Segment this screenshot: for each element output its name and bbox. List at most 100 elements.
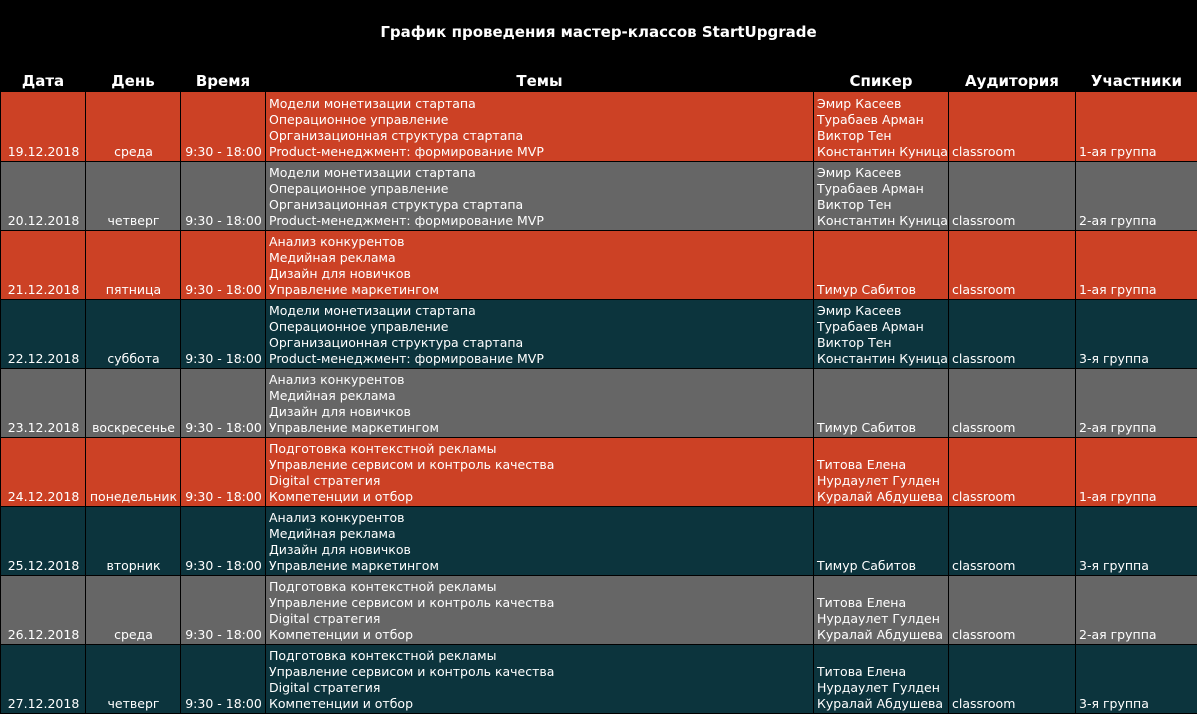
- topic: Дизайн для новичков: [269, 404, 811, 420]
- topic: Product-менеджмент: формирование MVP: [269, 213, 811, 229]
- column-header: Дата: [1, 62, 86, 92]
- audience: classroom: [949, 92, 1076, 161]
- audience: classroom: [949, 437, 1076, 506]
- group: 2-ая группа: [1076, 161, 1197, 230]
- time: 9:30 - 18:00: [181, 575, 266, 644]
- topic: Digital стратегия: [269, 473, 811, 489]
- speaker: Виктор Тен: [817, 335, 946, 351]
- topic: Организационная структура стартапа: [269, 197, 811, 213]
- day: четверг: [86, 644, 181, 713]
- speaker: Тимур Сабитов: [817, 420, 946, 436]
- speaker: Виктор Тен: [817, 128, 946, 144]
- topic: Организационная структура стартапа: [269, 128, 811, 144]
- date: 21.12.2018: [1, 230, 86, 299]
- day: среда: [86, 92, 181, 161]
- group: 2-ая группа: [1076, 575, 1197, 644]
- speaker: Титова Елена: [817, 595, 946, 611]
- column-header: Время: [181, 62, 266, 92]
- date: 24.12.2018: [1, 437, 86, 506]
- date: 26.12.2018: [1, 575, 86, 644]
- time: 9:30 - 18:00: [181, 368, 266, 437]
- speaker: Нурдаулет Гулден: [817, 680, 946, 696]
- column-header: Участники: [1076, 62, 1197, 92]
- speaker: Эмир Касеев: [817, 303, 946, 319]
- topic: Медийная реклама: [269, 526, 811, 542]
- topic: Подготовка контекстной рекламы: [269, 648, 811, 664]
- topic: Подготовка контекстной рекламы: [269, 441, 811, 457]
- topic: Digital стратегия: [269, 680, 811, 696]
- day: среда: [86, 575, 181, 644]
- date: 27.12.2018: [1, 644, 86, 713]
- speaker: Куралай Абдушева: [817, 627, 946, 643]
- group: 2-ая группа: [1076, 368, 1197, 437]
- time: 9:30 - 18:00: [181, 506, 266, 575]
- topic: Управление маркетингом: [269, 282, 811, 298]
- day: воскресенье: [86, 368, 181, 437]
- topic: Компетенции и отбор: [269, 696, 811, 712]
- day: пятница: [86, 230, 181, 299]
- topic: Операционное управление: [269, 319, 811, 335]
- speaker: Константин Куница: [817, 213, 946, 229]
- time: 9:30 - 18:00: [181, 437, 266, 506]
- group: 1-ая группа: [1076, 92, 1197, 161]
- group: 3-я группа: [1076, 299, 1197, 368]
- speaker: Виктор Тен: [817, 197, 946, 213]
- speaker: Турабаев Арман: [817, 319, 946, 335]
- speaker: Тимур Сабитов: [817, 558, 946, 574]
- column-header: День: [86, 62, 181, 92]
- date: 23.12.2018: [1, 368, 86, 437]
- topic: Анализ конкурентов: [269, 372, 811, 388]
- topic: Управление сервисом и контроль качества: [269, 595, 811, 611]
- audience: classroom: [949, 230, 1076, 299]
- column-header: Аудитория: [949, 62, 1076, 92]
- audience: classroom: [949, 368, 1076, 437]
- title: График проведения мастер-классов StartUp…: [0, 0, 1197, 62]
- time: 9:30 - 18:00: [181, 161, 266, 230]
- topic: Медийная реклама: [269, 250, 811, 266]
- topic: Дизайн для новичков: [269, 266, 811, 282]
- topic: Анализ конкурентов: [269, 234, 811, 250]
- topic: Управление сервисом и контроль качества: [269, 457, 811, 473]
- speaker: Константин Куница: [817, 351, 946, 367]
- speaker: Турабаев Арман: [817, 181, 946, 197]
- time: 9:30 - 18:00: [181, 230, 266, 299]
- audience: classroom: [949, 506, 1076, 575]
- topic: Управление маркетингом: [269, 558, 811, 574]
- date: 20.12.2018: [1, 161, 86, 230]
- speakers: Тимур Сабитов: [814, 368, 949, 437]
- topic: Организационная структура стартапа: [269, 335, 811, 351]
- audience: classroom: [949, 161, 1076, 230]
- speaker: Куралай Абдушева: [817, 696, 946, 712]
- topic: Дизайн для новичков: [269, 542, 811, 558]
- speakers: Тимур Сабитов: [814, 230, 949, 299]
- time: 9:30 - 18:00: [181, 299, 266, 368]
- topic: Компетенции и отбор: [269, 489, 811, 505]
- time: 9:30 - 18:00: [181, 644, 266, 713]
- group: 3-я группа: [1076, 644, 1197, 713]
- topic: Product-менеджмент: формирование MVP: [269, 351, 811, 367]
- time: 9:30 - 18:00: [181, 92, 266, 161]
- speakers: Тимур Сабитов: [814, 506, 949, 575]
- day: понедельник: [86, 437, 181, 506]
- speaker: Нурдаулет Гулден: [817, 611, 946, 627]
- topic: Анализ конкурентов: [269, 510, 811, 526]
